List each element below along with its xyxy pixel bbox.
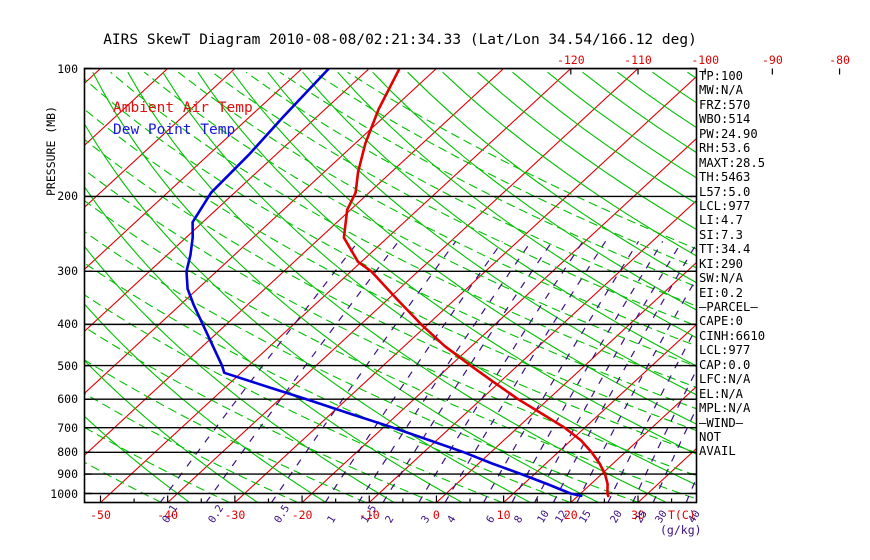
bottom-axis-tick: -30: [224, 508, 246, 522]
legend-dew-point-temp: Dew Point Temp: [113, 122, 236, 138]
pressure-tick: 500: [57, 358, 78, 373]
top-axis-tick: -80: [829, 53, 850, 67]
pressure-tick: 100: [57, 61, 78, 76]
bottom-axis-tick: -10: [358, 508, 380, 522]
panel-row: MW:N/A: [699, 83, 744, 98]
top-axis-tick: -100: [691, 53, 720, 67]
temperature-unit-label: T(C): [668, 508, 696, 522]
dew-point-curve: [185, 68, 583, 498]
bottom-axis-tick: 10: [496, 508, 511, 522]
mixing-ratio-unit-label: (g/kg): [660, 523, 702, 537]
bottom-axis-tick: 0: [432, 508, 440, 522]
page-title: AIRS SkewT Diagram 2010-08-08/02:21:34.3…: [103, 32, 697, 48]
bottom-axis-tick: 30: [631, 508, 645, 522]
pressure-tick: 200: [57, 189, 78, 204]
panel-row: LI:4.7: [699, 213, 744, 228]
panel-row: LFC:N/A: [699, 372, 751, 387]
panel-row: TH:5463: [699, 170, 751, 185]
panel-row: LCL:977: [699, 343, 751, 358]
panel-row: CAPE:0: [699, 314, 744, 329]
panel-row: SI:7.3: [699, 227, 744, 242]
legend-ambient-air-temp: Ambient Air Temp: [113, 100, 253, 116]
top-axis-tick: -90: [762, 53, 783, 67]
pressure-tick: 600: [57, 392, 78, 407]
panel-row: LCL:977: [699, 198, 751, 213]
bottom-axis-tick: -20: [291, 508, 313, 522]
panel-row: FRZ:570: [699, 97, 751, 112]
pressure-tick: 300: [57, 264, 78, 279]
panel-row: AVAIL: [699, 444, 736, 459]
pressure-axis-title: PRESSURE (MB): [44, 105, 58, 196]
panel-row: MAXT:28.5: [699, 155, 766, 170]
panel-row: RH:53.6: [699, 141, 751, 156]
top-axis-tick: -120: [556, 53, 585, 67]
sounding-indices-panel: TP:100 MW:N/A FRZ:570 WBO:514 PW:24.90 RH:53.…: [699, 69, 865, 459]
panel-row: EI:0.2: [699, 285, 744, 300]
panel-row: CINH:6610: [699, 328, 766, 343]
bottom-axis-tick: -40: [157, 508, 179, 522]
panel-row: CAP:0.0: [699, 357, 751, 372]
panel-row: MPL:N/A: [699, 401, 751, 416]
panel-row: PW:24.90: [699, 126, 758, 141]
panel-row: TP:100: [699, 69, 744, 83]
ambient-temp-curve: [342, 68, 610, 498]
panel-row: KI:290: [699, 256, 744, 271]
pressure-tick: 800: [57, 445, 78, 460]
bottom-axis-tick: 20: [563, 508, 578, 522]
panel-row: TT:34.4: [699, 242, 751, 257]
panel-row: NOT: [699, 429, 722, 444]
pressure-tick: 1000: [50, 486, 78, 501]
panel-row: SW:N/A: [699, 271, 744, 286]
panel-row: —WIND—: [699, 415, 744, 430]
panel-row: WBO:514: [699, 112, 751, 127]
panel-row: EL:N/A: [699, 386, 744, 401]
bottom-axis-tick: -50: [90, 508, 111, 522]
panel-row: L57:5.0: [699, 184, 751, 199]
top-axis-tick: -110: [624, 53, 652, 67]
pressure-tick: 400: [57, 317, 78, 332]
pressure-tick: 900: [57, 467, 78, 481]
panel-row: —PARCEL—: [699, 300, 758, 314]
pressure-tick: 700: [57, 420, 78, 435]
